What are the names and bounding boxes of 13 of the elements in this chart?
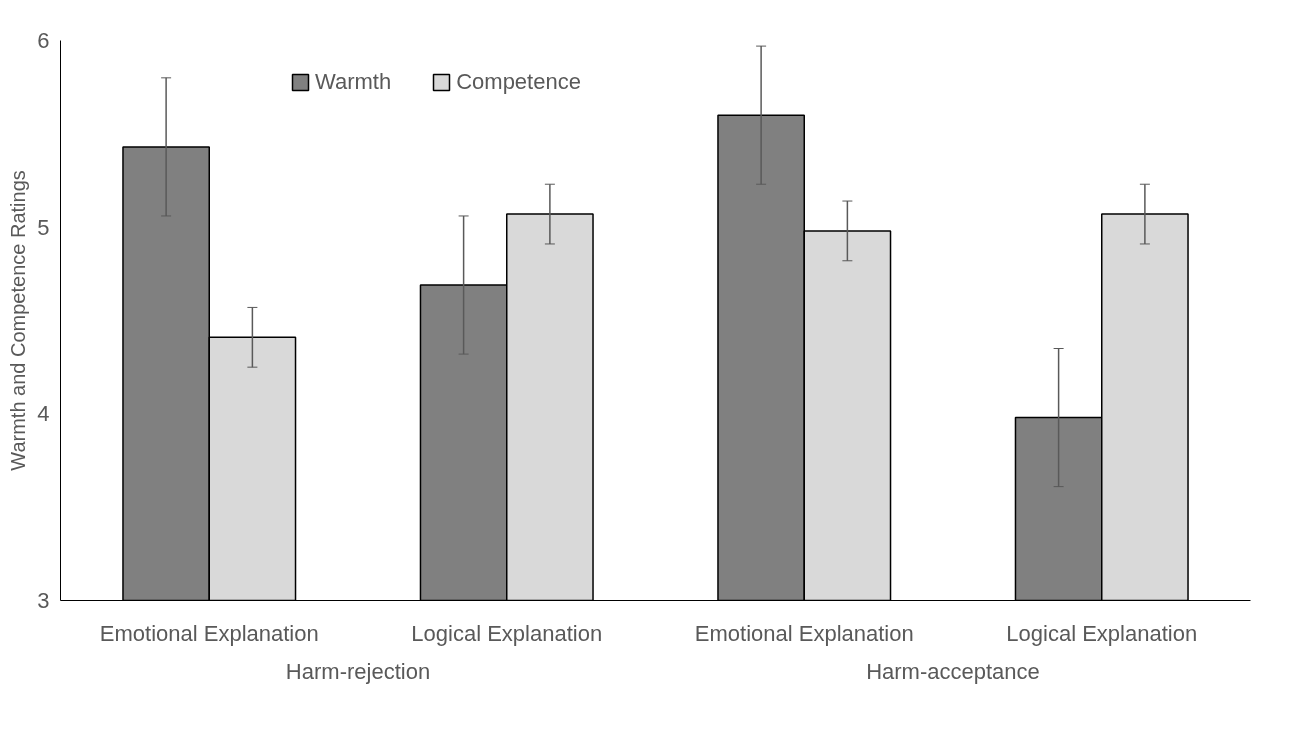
y-tick-label: 5	[37, 214, 50, 240]
y-tick-label: 6	[37, 28, 50, 53]
x-tick-label: Emotional Explanation	[694, 620, 914, 646]
x-tick-label: Emotional Explanation	[99, 620, 319, 646]
text: Harm-rejection	[285, 658, 431, 684]
legend-label: Warmth	[315, 69, 392, 95]
y-tick-label: 4	[37, 401, 50, 427]
y-axis-title: Warmth and Competence Ratings	[7, 170, 30, 471]
x-tick-label: Logical Explanation	[1006, 620, 1198, 646]
legend-label: Competence	[456, 69, 581, 95]
text: Harm-acceptance	[866, 658, 1040, 684]
x-tick-label: Logical Explanation	[411, 620, 603, 646]
y-tick-label: 3	[37, 588, 50, 613]
